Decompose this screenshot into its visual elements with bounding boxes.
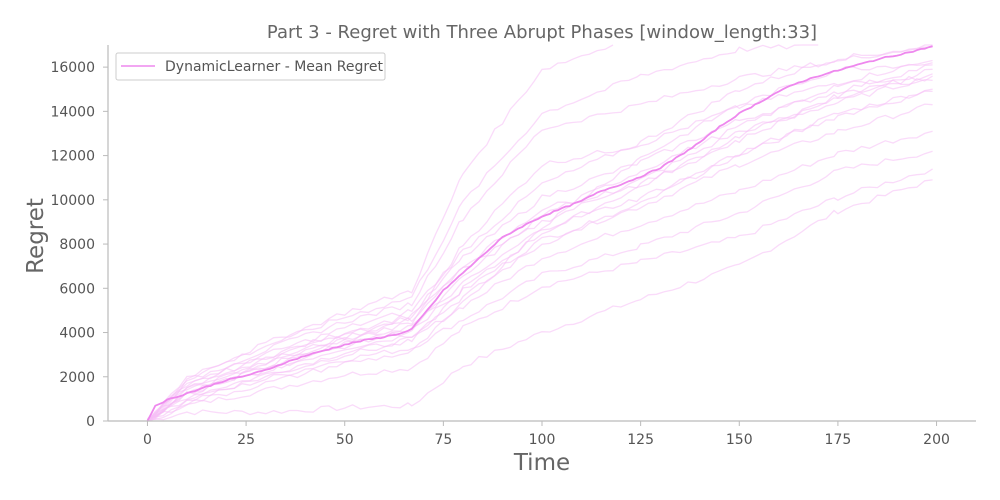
run-line-6 bbox=[147, 88, 933, 421]
run-line-8 bbox=[147, 68, 933, 422]
y-axis-label: Regret bbox=[23, 198, 49, 274]
run-line-9 bbox=[147, 64, 933, 422]
legend-label: DynamicLearner - Mean Regret bbox=[165, 59, 383, 75]
y-tick-label: 8000 bbox=[59, 237, 95, 253]
y-tick-label: 4000 bbox=[59, 326, 95, 342]
x-tick-label: 175 bbox=[825, 432, 852, 448]
individual-runs bbox=[146, 44, 933, 422]
run-line-1 bbox=[147, 179, 933, 422]
x-tick-label: 200 bbox=[923, 432, 950, 448]
y-tick-label: 16000 bbox=[50, 60, 95, 76]
chart-title: Part 3 - Regret with Three Abrupt Phases… bbox=[267, 22, 817, 43]
y-tick-label: 14000 bbox=[50, 104, 95, 120]
x-tick-label: 50 bbox=[336, 432, 354, 448]
run-line-2 bbox=[147, 168, 933, 420]
y-tick-label: 10000 bbox=[50, 193, 95, 209]
y-tick-label: 0 bbox=[86, 414, 95, 430]
x-tick-label: 25 bbox=[237, 432, 255, 448]
run-line-13 bbox=[146, 44, 819, 422]
run-line-18 bbox=[147, 73, 933, 421]
x-tick-label: 150 bbox=[726, 432, 753, 448]
y-tick-label: 6000 bbox=[59, 281, 95, 297]
mean-regret-line bbox=[146, 45, 933, 422]
x-tick-label: 75 bbox=[434, 432, 452, 448]
x-tick-label: 100 bbox=[529, 432, 556, 448]
x-tick-label: 125 bbox=[627, 432, 654, 448]
legend: DynamicLearner - Mean Regret bbox=[115, 52, 386, 81]
run-line-10 bbox=[147, 59, 933, 420]
y-tick-label: 12000 bbox=[50, 149, 95, 165]
mean-regret-series bbox=[146, 45, 933, 422]
y-ticks: 0 2000 4000 6000 8000 10000 12000 14000 16000 bbox=[50, 60, 108, 430]
run-line-3 bbox=[147, 150, 933, 420]
legend-box bbox=[115, 52, 386, 81]
run-line-15 bbox=[147, 90, 933, 422]
run-line-17 bbox=[147, 62, 933, 422]
run-line-12 bbox=[147, 44, 933, 422]
run-line-4 bbox=[147, 130, 933, 422]
x-axis-label: Time bbox=[513, 450, 570, 476]
run-line-14 bbox=[147, 44, 614, 422]
y-tick-label: 2000 bbox=[59, 370, 95, 386]
x-tick-label: 0 bbox=[143, 432, 152, 448]
x-ticks: 0 25 50 75 100 125 150 175 200 bbox=[143, 421, 950, 448]
